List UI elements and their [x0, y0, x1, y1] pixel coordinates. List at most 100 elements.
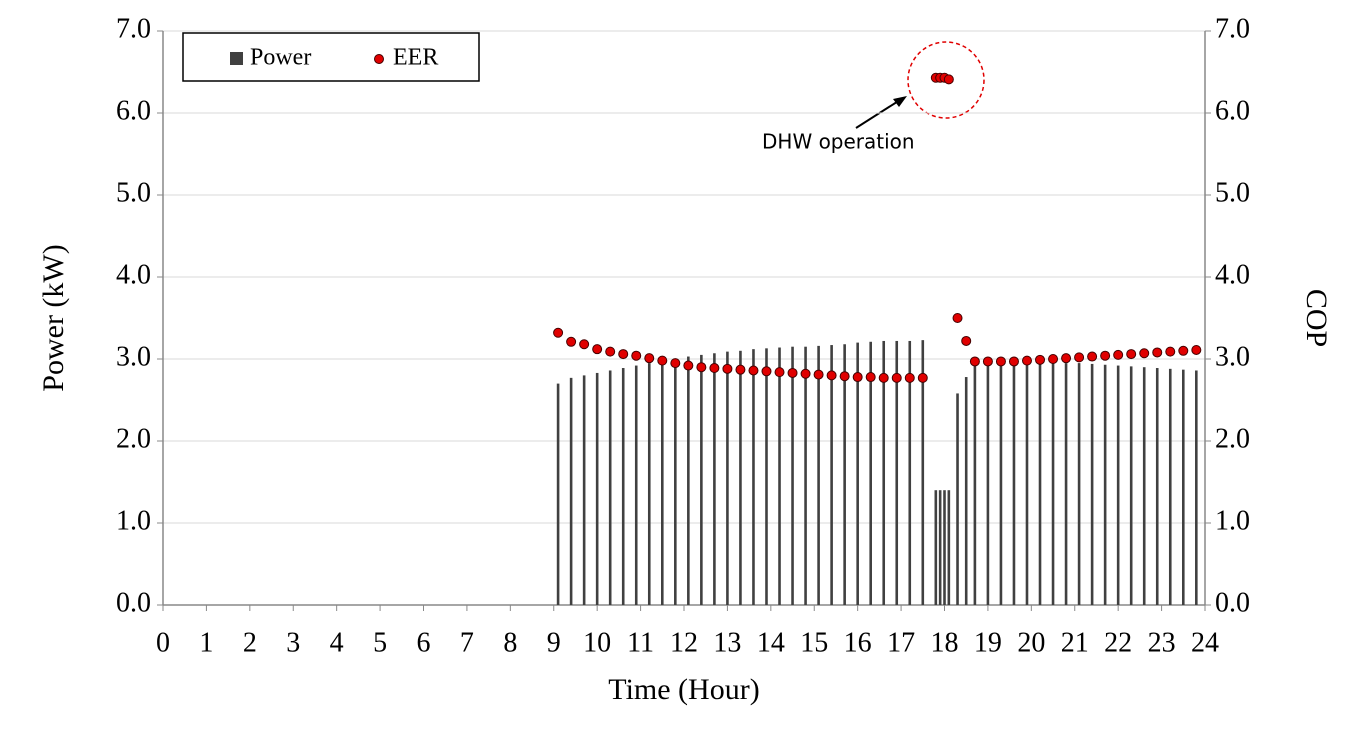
power-bar [569, 377, 573, 605]
eer-dot [969, 356, 980, 367]
x-tick-label: 9 [547, 627, 561, 658]
x-tick-label: 10 [583, 627, 611, 658]
power-bar [1038, 362, 1042, 605]
power-bar [1181, 369, 1185, 605]
power-bar [895, 340, 899, 605]
power-bar [1168, 368, 1172, 605]
y2-tick-label: 7.0 [1215, 13, 1250, 44]
eer-dot [774, 367, 785, 378]
y-tick-label: 6.0 [116, 95, 151, 126]
eer-dot [1061, 353, 1072, 364]
power-bar [634, 365, 638, 605]
x-tick-label: 13 [713, 627, 741, 658]
power-bar [700, 354, 703, 605]
eer-dot [735, 364, 746, 375]
power-bar [1051, 362, 1055, 605]
power-bar [1155, 368, 1159, 605]
power-bar [1129, 366, 1133, 605]
power-bar [973, 362, 977, 605]
x-tick-label: 0 [156, 627, 170, 658]
power-bar [856, 342, 859, 605]
power-bar [713, 353, 716, 605]
eer-dot [618, 349, 629, 360]
power-bar [964, 377, 968, 605]
y-tick-label: 7.0 [116, 13, 151, 44]
eer-dot [943, 74, 954, 85]
legend-label: Power [250, 45, 311, 71]
power-bar [1090, 363, 1094, 605]
power-bar [921, 340, 925, 605]
eer-dot [826, 370, 837, 381]
eer-dot [631, 350, 642, 361]
x-tick-label: 6 [417, 627, 431, 658]
power-bar [986, 361, 990, 605]
annotation-arrow [855, 99, 901, 129]
eer-dot [917, 372, 928, 383]
y-tick-label: 1.0 [116, 505, 151, 536]
eer-dot [605, 346, 616, 357]
x-tick-label: 18 [931, 627, 959, 658]
power-bar [608, 370, 612, 605]
eer-dot [813, 369, 824, 380]
eer-dot [1126, 349, 1137, 360]
y-tick-label: 4.0 [116, 259, 151, 290]
eer-dot [1048, 354, 1059, 364]
eer-dot [891, 372, 902, 383]
power-bar [817, 345, 820, 605]
y-tick-label: 0.0 [116, 587, 151, 618]
power-bar [956, 393, 959, 605]
y-tick-label: 2.0 [116, 423, 151, 454]
power-bar [999, 361, 1003, 605]
power-bar [739, 350, 742, 605]
y2-tick-label: 2.0 [1215, 423, 1250, 454]
eer-dot [670, 358, 681, 369]
eer-dot [787, 367, 798, 378]
legend-label: EER [393, 45, 438, 71]
eer-dot [748, 365, 759, 376]
eer-dot [657, 355, 668, 366]
power-bar [908, 340, 912, 605]
power-bar [830, 345, 833, 605]
power-bar [869, 341, 872, 605]
eer-dot [1100, 350, 1111, 361]
power-bar [882, 340, 886, 605]
eer-dot [722, 363, 733, 374]
power-bar [843, 344, 846, 605]
eer-dot [709, 363, 720, 374]
eer-dot [1113, 349, 1124, 360]
eer-dot [952, 313, 963, 323]
power-bar [687, 356, 690, 605]
x-tick-label: 20 [1017, 627, 1045, 658]
x-tick-label: 15 [800, 627, 828, 658]
power-bar [804, 346, 807, 605]
y2-tick-label: 1.0 [1215, 505, 1250, 536]
power-bar [1077, 363, 1081, 605]
legend-marker [374, 54, 384, 64]
y2-tick-label: 5.0 [1215, 177, 1250, 208]
power-bar [595, 372, 599, 605]
power-bar [726, 351, 729, 605]
power-bar [556, 383, 560, 605]
eer-dot [878, 372, 889, 383]
eer-dot [1074, 352, 1085, 363]
power-bar [934, 490, 938, 605]
x-tick-label: 4 [330, 627, 344, 658]
eer-dot [1035, 354, 1046, 365]
eer-dot [1178, 345, 1189, 356]
power-bar [582, 375, 586, 605]
x-tick-label: 2 [243, 627, 257, 658]
eer-dot [904, 372, 915, 383]
power-bar [938, 490, 942, 605]
eer-dot [579, 339, 590, 350]
eer-dot [644, 353, 655, 364]
power-bar [621, 368, 625, 605]
power-bar [1064, 363, 1068, 605]
eer-dot [696, 362, 707, 373]
eer-dot [1008, 356, 1019, 367]
x-tick-label: 11 [627, 627, 654, 658]
x-tick-label: 8 [503, 627, 517, 658]
highlight-circle [907, 41, 985, 119]
y2-tick-label: 0.0 [1215, 587, 1250, 618]
eer-dot [995, 356, 1006, 367]
